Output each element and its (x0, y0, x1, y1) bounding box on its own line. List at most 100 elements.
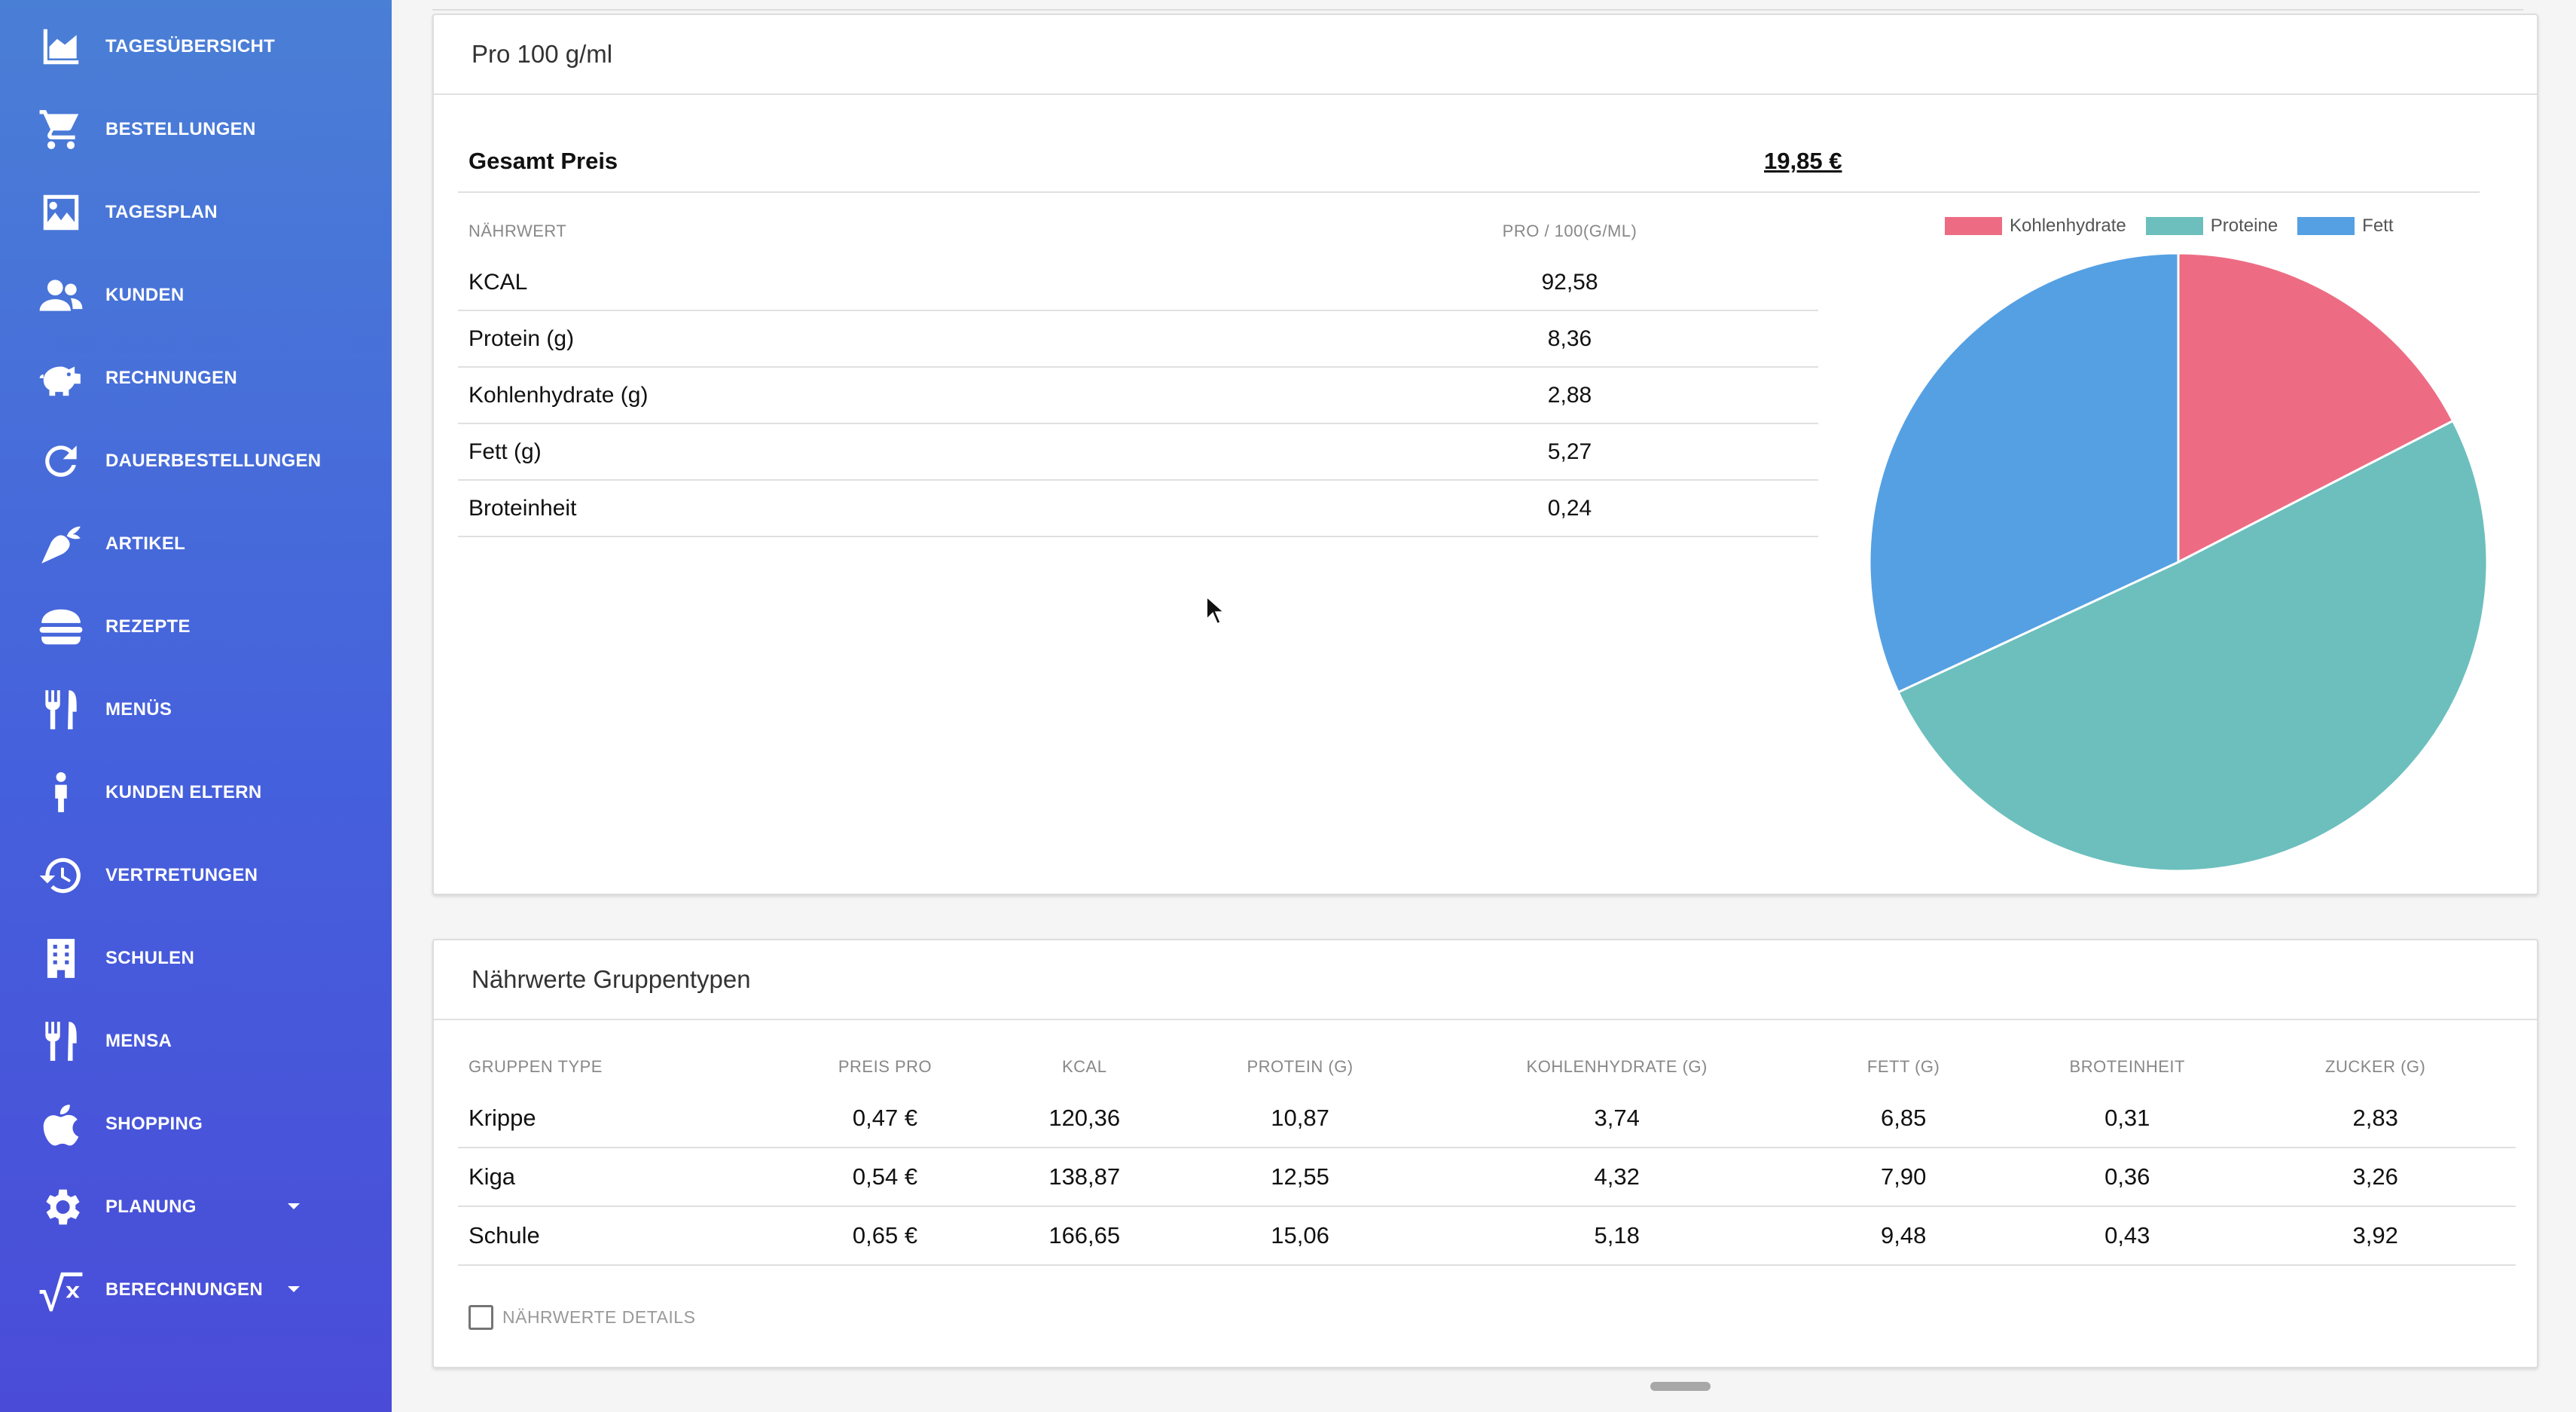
table-cell: 166,65 (1048, 1222, 1121, 1248)
nutrient-value: 92,58 (1541, 269, 1598, 295)
sidebar-item-planung[interactable]: PLANUNG (0, 1166, 392, 1248)
table-row: Fett (g) 5,27 (458, 424, 1818, 481)
sidebar-item-label: KUNDEN ELTERN (105, 782, 262, 802)
table-cell: 9,48 (1880, 1222, 1927, 1248)
column-header: ZUCKER (G) (2325, 1057, 2426, 1076)
history-icon (38, 852, 84, 899)
pie-slice-proteine[interactable] (1897, 419, 2489, 873)
cutlery-icon (38, 1018, 84, 1065)
table-cell: 3,26 (2352, 1163, 2398, 1190)
pie-slice-fett[interactable] (1868, 252, 2180, 694)
square-root-icon (38, 1267, 84, 1313)
sidebar-item-shopping[interactable]: SHOPPING (0, 1083, 392, 1166)
column-header: PROTEIN (G) (1247, 1057, 1354, 1076)
image-icon (38, 189, 84, 236)
table-cell: 0,36 (2104, 1163, 2150, 1190)
sidebar-item-label: MENÜS (105, 699, 172, 720)
macronutrient-pie-chart (1868, 252, 2489, 873)
naehrwerte-details-checkbox[interactable]: NÄHRWERTE DETAILS (469, 1305, 695, 1330)
sidebar-item-berechnungen[interactable]: BERECHNUNGEN (0, 1248, 392, 1331)
checkbox[interactable] (469, 1305, 493, 1330)
nutrient-value: 2,88 (1547, 382, 1592, 408)
sidebar-item-label: BESTELLUNGEN (105, 119, 256, 139)
sidebar-item-vertretungen[interactable]: VERTRETUNGEN (0, 834, 392, 917)
legend-swatch (1945, 217, 2002, 235)
sidebar-item-mensa[interactable]: MENSA (0, 1000, 392, 1083)
carrot-icon (38, 521, 84, 567)
table-cell: Schule (469, 1222, 540, 1248)
scroll-handle[interactable] (1650, 1382, 1711, 1391)
table-cell: Krippe (469, 1105, 536, 1131)
cutlery-icon (38, 686, 84, 733)
table-row: Krippe 0,47 € 120,36 10,87 3,74 6,85 0,3… (458, 1090, 2516, 1148)
total-price-value: 19,85 € (1764, 148, 1842, 174)
group-types-table: GRUPPEN TYPE PREIS PRO KCAL PROTEIN (G) … (458, 1044, 2516, 1266)
sidebar-item-label: SCHULEN (105, 948, 195, 968)
column-header: KCAL (1062, 1057, 1107, 1076)
pie-slice-kohlenhydrate[interactable] (2177, 252, 2455, 564)
sidebar-item-menues[interactable]: MENÜS (0, 668, 392, 751)
sidebar-item-kunden-eltern[interactable]: KUNDEN ELTERN (0, 751, 392, 834)
table-cell: 15,06 (1271, 1222, 1329, 1248)
nutrition-table: NÄHRWERT PRO / 100(G/ML) KCAL 92,58 Prot… (458, 208, 1818, 537)
table-cell: 0,54 € (852, 1163, 918, 1190)
table-cell: Kiga (469, 1163, 516, 1190)
sidebar-item-label: REZEPTE (105, 616, 191, 637)
nutrient-name: Broteinheit (469, 495, 577, 521)
sidebar-item-rechnungen[interactable]: RECHNUNGEN (0, 337, 392, 420)
legend-item-proteine[interactable]: Proteine (2145, 215, 2278, 237)
card-title: Pro 100 g/ml (434, 15, 2537, 95)
sidebar-item-schulen[interactable]: SCHULEN (0, 917, 392, 1000)
people-icon (38, 272, 84, 319)
table-row: Kiga 0,54 € 138,87 12,55 4,32 7,90 0,36 … (458, 1148, 2516, 1207)
area-chart-icon (38, 23, 84, 70)
table-row: Broteinheit 0,24 (458, 481, 1818, 537)
column-header: KOHLENHYDRATE (G) (1526, 1057, 1708, 1076)
sidebar-item-kunden[interactable]: KUNDEN (0, 254, 392, 337)
main-content: Pro 100 g/ml Gesamt Preis 19,85 € NÄHRWE… (392, 0, 2576, 1412)
sidebar-item-label: SHOPPING (105, 1114, 203, 1134)
column-header: GRUPPEN TYPE (469, 1057, 603, 1076)
nutrient-value: 8,36 (1547, 325, 1592, 351)
table-cell: 2,83 (2352, 1105, 2398, 1131)
previous-card-edge (432, 0, 2523, 11)
column-header-pro-100: PRO / 100(G/ML) (1502, 222, 1637, 240)
legend-swatch (2145, 217, 2203, 235)
legend-item-fett[interactable]: Fett (2297, 215, 2394, 237)
table-cell: 5,18 (1594, 1222, 1640, 1248)
table-cell: 0,43 (2104, 1222, 2150, 1248)
sidebar-item-tagesplan[interactable]: TAGESPLAN (0, 171, 392, 254)
chevron-down-icon[interactable] (288, 1203, 300, 1209)
gear-icon (38, 1184, 84, 1230)
table-cell: 6,85 (1880, 1105, 1927, 1131)
table-cell: 10,87 (1271, 1105, 1329, 1131)
table-row: Protein (g) 8,36 (458, 311, 1818, 368)
total-price-label: Gesamt Preis (469, 148, 618, 174)
legend-label: Proteine (2210, 215, 2278, 236)
legend-swatch (2297, 217, 2355, 235)
burger-icon (38, 604, 84, 650)
piggy-bank-icon (38, 355, 84, 402)
sidebar-item-label: MENSA (105, 1031, 172, 1051)
table-row: KCAL 92,58 (458, 255, 1818, 311)
sidebar-item-label: RECHNUNGEN (105, 368, 238, 388)
table-row: Schule 0,65 € 166,65 15,06 5,18 9,48 0,4… (458, 1207, 2516, 1266)
checkbox-label: NÄHRWERTE DETAILS (502, 1307, 696, 1327)
chevron-down-icon[interactable] (288, 1286, 300, 1292)
sidebar-item-bestellungen[interactable]: BESTELLUNGEN (0, 88, 392, 171)
nutrient-value: 5,27 (1547, 439, 1592, 464)
sidebar-item-dauerbestellungen[interactable]: DAUERBESTELLUNGEN (0, 420, 392, 503)
sidebar-item-tagesuebersicht[interactable]: TAGESÜBERSICHT (0, 5, 392, 88)
legend-item-kohlenhydrate[interactable]: Kohlenhydrate (1945, 215, 2126, 237)
sidebar-item-label: TAGESPLAN (105, 202, 218, 222)
nutrient-name: Protein (g) (469, 325, 575, 351)
nutrient-name: Fett (g) (469, 439, 542, 464)
sidebar-item-label: DAUERBESTELLUNGEN (105, 451, 322, 471)
sidebar-item-artikel[interactable]: ARTIKEL (0, 503, 392, 585)
sidebar-item-label: ARTIKEL (105, 533, 186, 554)
total-price-row: Gesamt Preis 19,85 € (458, 128, 2480, 193)
sidebar-item-rezepte[interactable]: REZEPTE (0, 585, 392, 668)
table-cell: 7,90 (1880, 1163, 1927, 1190)
column-header: PREIS PRO (838, 1057, 932, 1076)
table-header: GRUPPEN TYPE PREIS PRO KCAL PROTEIN (G) … (458, 1044, 2516, 1090)
